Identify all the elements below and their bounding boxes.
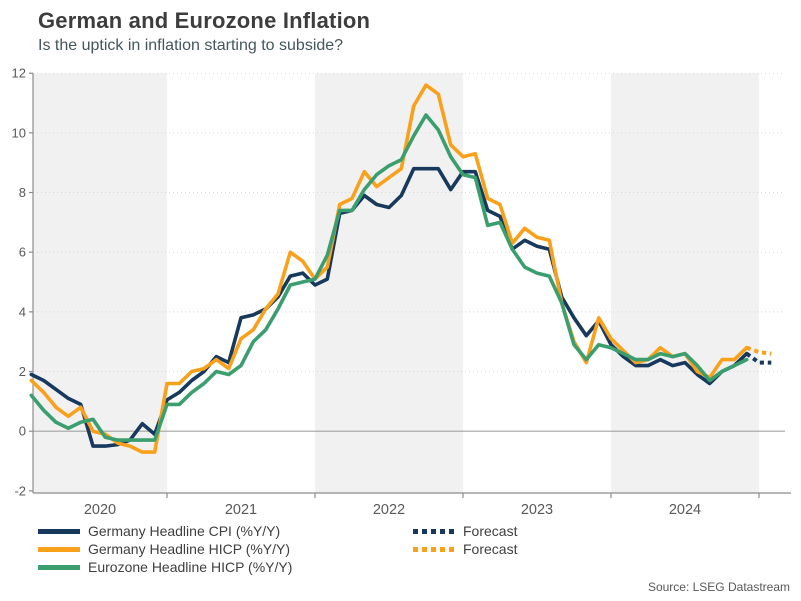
- legend-item-germany-cpi: Germany Headline CPI (%Y/Y): [38, 522, 292, 540]
- svg-text:12: 12: [12, 66, 26, 81]
- svg-text:6: 6: [19, 245, 26, 260]
- legend-swatch-forecast-hicp: [413, 546, 455, 552]
- svg-text:2021: 2021: [225, 502, 257, 518]
- legend-swatch-germany-hicp: [38, 546, 80, 552]
- legend-item-forecast-hicp: Forecast: [413, 540, 517, 558]
- svg-text:2024: 2024: [669, 502, 701, 518]
- legend-swatch-eurozone-hicp: [38, 564, 80, 570]
- legend-label-eurozone-hicp: Eurozone Headline HICP (%Y/Y): [88, 559, 293, 575]
- svg-text:2022: 2022: [373, 502, 405, 518]
- svg-text:2: 2: [19, 364, 26, 379]
- legend-swatch-germany-cpi: [38, 528, 80, 534]
- svg-text:2020: 2020: [84, 502, 116, 518]
- source-attribution: Source: LSEG Datastream: [647, 580, 790, 594]
- legend-item-forecast-cpi: Forecast: [413, 522, 517, 540]
- chart-title: German and Eurozone Inflation: [38, 8, 371, 33]
- legend-label-germany-cpi: Germany Headline CPI (%Y/Y): [88, 523, 281, 539]
- legend-label-forecast-hicp: Forecast: [463, 541, 518, 557]
- svg-text:-2: -2: [14, 483, 26, 498]
- legend-label-forecast-cpi: Forecast: [463, 523, 518, 539]
- legend-primary: Germany Headline CPI (%Y/Y) Germany Head…: [38, 522, 292, 576]
- legend-item-eurozone-hicp: Eurozone Headline HICP (%Y/Y): [38, 558, 292, 576]
- chart-subtitle: Is the uptick in inflation starting to s…: [38, 37, 344, 54]
- svg-text:4: 4: [19, 304, 26, 319]
- legend-label-germany-hicp: Germany Headline HICP (%Y/Y): [88, 541, 291, 557]
- legend-swatch-forecast-cpi: [413, 528, 455, 534]
- svg-text:2023: 2023: [521, 502, 553, 518]
- svg-text:10: 10: [12, 125, 26, 140]
- legend-item-germany-hicp: Germany Headline HICP (%Y/Y): [38, 540, 292, 558]
- svg-text:0: 0: [19, 424, 26, 439]
- svg-text:8: 8: [19, 185, 26, 200]
- legend-forecast: Forecast Forecast: [413, 522, 517, 558]
